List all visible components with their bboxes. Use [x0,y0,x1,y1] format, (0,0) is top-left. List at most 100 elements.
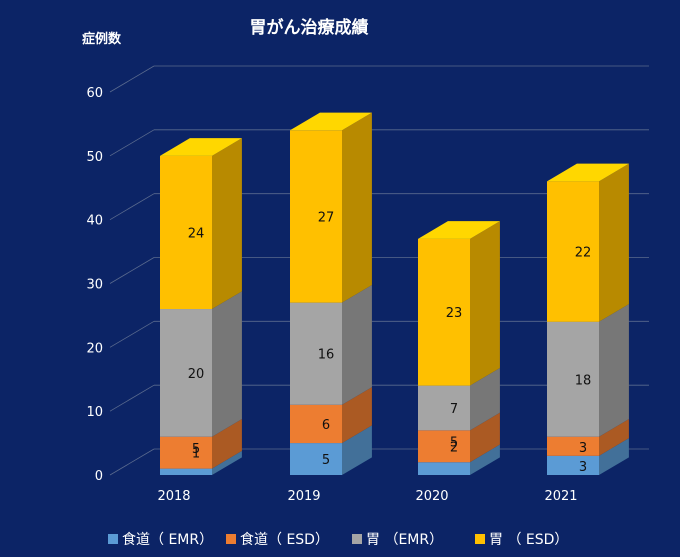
bar-front [547,455,599,475]
legend-item: 食道（ ESD） [226,531,329,548]
data-label: 5 [450,435,458,450]
legend-label: 胃 （EMR） [366,532,443,548]
data-label: 16 [318,348,335,363]
legend-label: 胃 （ ESD） [489,532,568,548]
bar-front [290,302,342,405]
bar-front [547,181,599,322]
bar-front [290,443,342,475]
data-label: 6 [322,418,330,433]
gridline-depth [109,320,155,348]
legend-item: 食道（ EMR） [108,531,213,548]
data-label: 1 [192,447,200,462]
bar-side [599,304,629,437]
x-tick-label: 2018 [157,489,190,504]
bar-segment [290,284,372,405]
bar-top [418,221,500,239]
bar-side [599,438,629,475]
bar-segment [547,419,629,456]
legend-swatch [108,534,118,544]
bar-top [547,163,629,182]
data-label: 27 [318,210,335,225]
x-tick-label: 2020 [415,489,448,504]
bar-segment [160,450,242,475]
gridline-depth [109,257,155,284]
bar-side [599,163,629,322]
bar-front [160,436,212,469]
bar-side [212,450,242,475]
bar-segment [160,419,242,469]
bar-side [342,425,372,475]
bar-segment [160,291,242,437]
bar-segment [547,438,629,475]
legend-label: 食道（ EMR） [122,531,213,548]
bar-segment [547,304,629,437]
data-label: 7 [450,402,458,417]
y-tick-label: 60 [86,86,103,101]
bar-front [418,462,470,475]
bar-segment [547,163,629,322]
x-tick-label: 2019 [287,489,320,504]
legend-label: 食道（ ESD） [240,531,329,548]
bar-segment [160,138,242,310]
bar-front [547,321,599,437]
data-label: 2 [450,440,458,455]
data-label: 18 [575,373,592,388]
bar-side [470,412,500,463]
data-label: 20 [188,367,205,382]
gridline-depth [109,384,155,412]
data-label: 22 [575,246,592,261]
gridline-depth [109,129,155,157]
y-tick-label: 0 [95,469,103,484]
legend-swatch [352,534,362,544]
bar-side [470,221,500,386]
bar-front [418,430,470,463]
gridline-depth [109,448,155,476]
y-tick-label: 40 [86,214,103,229]
bar-side [470,367,500,431]
bar-side [599,419,629,456]
y-tick-label: 20 [86,341,103,356]
bar-segment [290,387,372,444]
x-tick-label: 2021 [544,489,577,504]
gridline-depth [109,65,155,93]
bar-segment [290,425,372,475]
bar-front [418,385,470,431]
legend-item: 胃 （ ESD） [475,532,568,548]
bar-segment [290,112,372,303]
bar-front [160,155,212,310]
y-axis-label: 症例数 [82,31,122,47]
bar-segment [418,367,500,431]
bar-top [290,112,372,131]
data-label: 5 [192,442,200,457]
data-label: 3 [579,441,587,456]
bar-side [470,444,500,475]
legend-swatch [226,534,236,544]
bar-side [342,387,372,444]
bar-front [418,238,470,386]
legend-item: 胃 （EMR） [352,532,443,548]
bar-front [290,404,342,444]
y-tick-label: 10 [86,405,103,420]
bar-side [212,138,242,310]
bar-side [342,284,372,405]
y-tick-label: 30 [86,278,103,293]
data-label: 5 [322,453,330,468]
bar-front [160,309,212,437]
bar-top [160,138,242,156]
bar-side [342,112,372,303]
bar-side [212,291,242,437]
bar-side [212,419,242,469]
data-label: 3 [579,460,587,475]
bar-segment [418,444,500,475]
bar-front [547,436,599,456]
chart-title: 胃がん治療成績 [250,17,369,38]
data-label: 24 [188,226,205,241]
data-label: 23 [446,306,463,321]
bar-segment [418,412,500,463]
legend-swatch [475,534,485,544]
gridline-depth [109,193,155,221]
bar-front [160,468,212,475]
y-tick-label: 50 [86,150,103,165]
